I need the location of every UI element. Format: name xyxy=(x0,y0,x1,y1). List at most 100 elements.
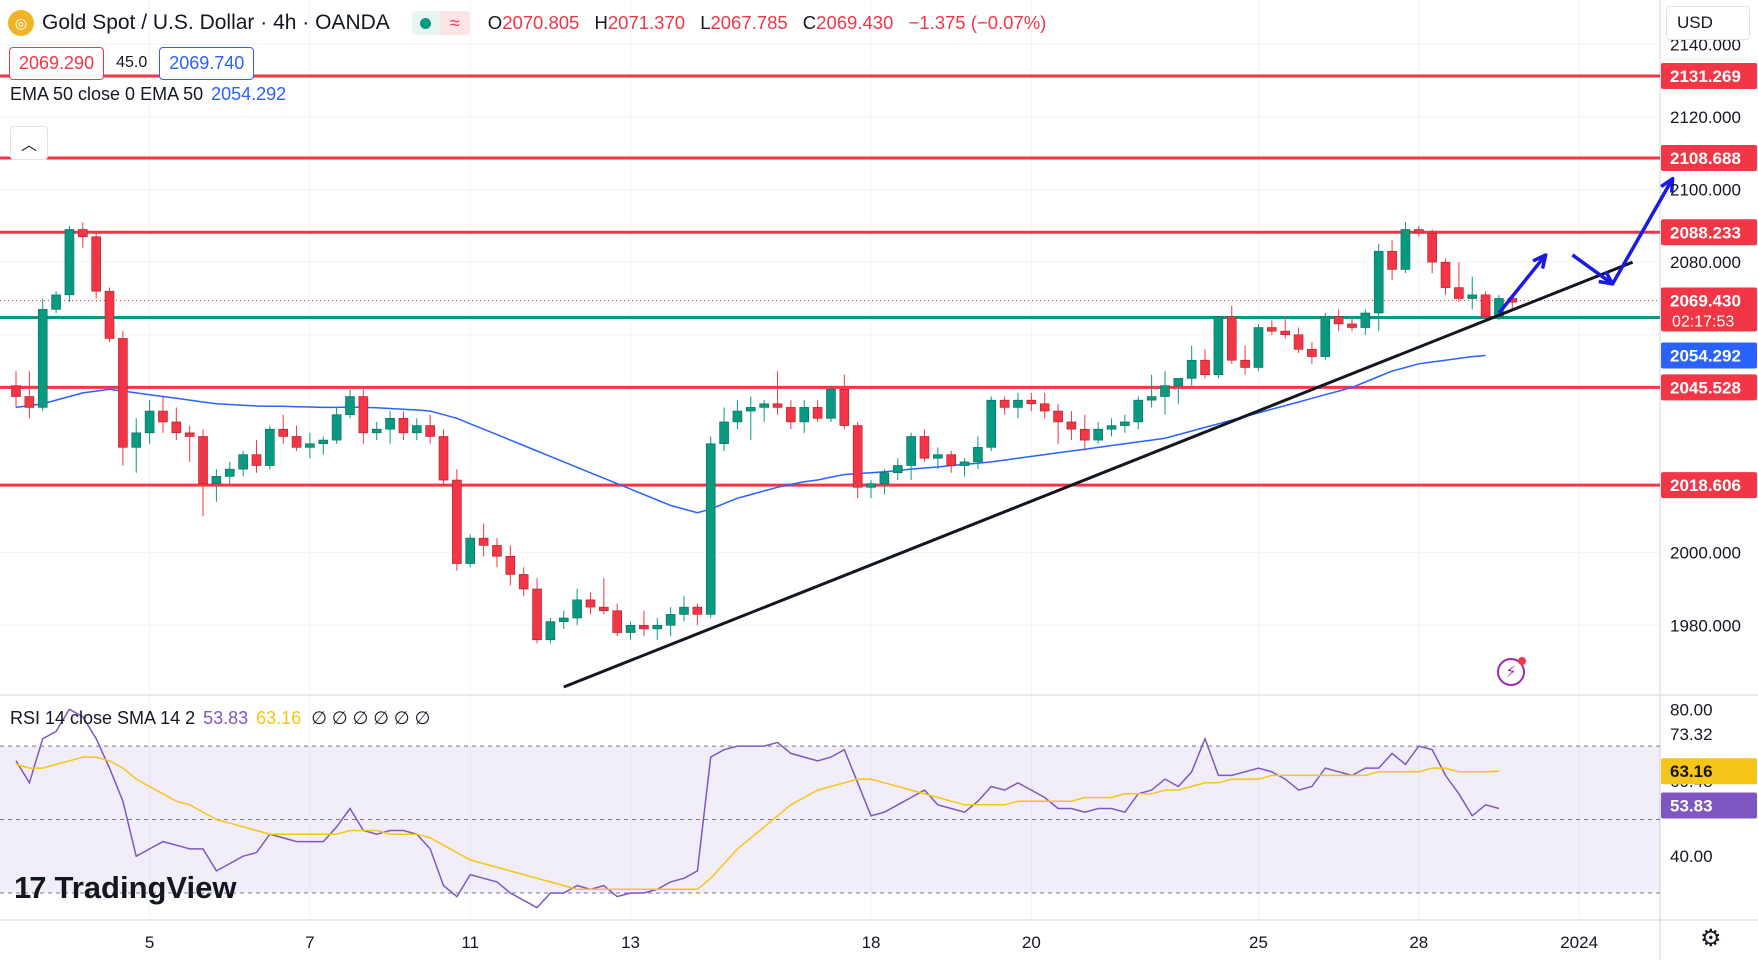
candle-body xyxy=(318,439,329,445)
candle-body xyxy=(385,418,395,430)
close-label: C xyxy=(802,12,817,33)
rsi-line xyxy=(15,708,1500,909)
candle-body xyxy=(371,428,382,434)
time-tick-label[interactable]: 25 xyxy=(1249,933,1268,952)
candle-body xyxy=(1293,334,1304,350)
candle-body xyxy=(171,421,182,434)
candle-body xyxy=(118,338,128,448)
price-tick-label: 2100.000 xyxy=(1670,181,1741,200)
axes[interactable]: 2140.000 2120.000 2100.000 2080.000 2000.000… xyxy=(145,35,1741,952)
tradingview-logo[interactable]: 17 TradingView xyxy=(14,870,237,906)
candle-body xyxy=(639,624,649,630)
projection-arrow[interactable] xyxy=(1571,253,1614,286)
candle-body xyxy=(1267,327,1277,332)
candle-body xyxy=(1440,261,1451,288)
bid-ask-panel: 2069.290 45.0 2069.740 xyxy=(9,46,255,80)
rsi-legend[interactable]: RSI 14 close SMA 14 2 53.83 63.16 ∅ ∅ ∅ ∅ ∅… xyxy=(10,708,430,729)
time-tick-label[interactable]: 18 xyxy=(862,933,881,952)
time-tick-label[interactable]: 11 xyxy=(461,933,479,952)
candle-body xyxy=(558,617,569,622)
currency-selector[interactable]: USD xyxy=(1666,6,1750,40)
candle-body xyxy=(1280,330,1290,336)
projection-arrow[interactable] xyxy=(1611,177,1675,285)
lightning-icon[interactable]: ⚡ xyxy=(1497,657,1526,686)
drawings[interactable] xyxy=(563,176,1675,689)
candle-body xyxy=(78,229,88,238)
time-tick-label[interactable]: 7 xyxy=(305,933,314,952)
open-value: 2070.805 xyxy=(502,12,580,33)
candle-body xyxy=(772,403,783,408)
candle-body xyxy=(1387,250,1397,270)
candle-body xyxy=(732,410,743,423)
candle-body xyxy=(11,385,21,397)
candlestick-series xyxy=(11,222,1518,644)
close-value: 2069.430 xyxy=(816,12,894,33)
candle-body xyxy=(1347,323,1357,328)
price-tick-label: 2000.000 xyxy=(1670,544,1741,563)
time-tick-label[interactable]: 28 xyxy=(1409,933,1428,952)
price-tick-label: 2120.000 xyxy=(1670,108,1741,127)
candle-body xyxy=(1133,399,1144,423)
rsi-legend-label: RSI 14 close SMA 14 2 xyxy=(10,708,196,728)
ema-legend-label: EMA 50 close 0 EMA 50 xyxy=(10,84,204,104)
symbol-title[interactable]: Gold Spot / U.S. Dollar · 4h · OANDA xyxy=(42,11,390,34)
gold-coin-icon[interactable]: ◎ xyxy=(8,10,34,36)
candle-body xyxy=(973,447,983,463)
candle-body xyxy=(452,479,462,564)
candle-body xyxy=(1053,410,1063,423)
chart-header: ◎ Gold Spot / U.S. Dollar · 4h · OANDA ≈… xyxy=(0,0,1056,46)
buy-price-button[interactable]: 2069.740 xyxy=(159,46,255,80)
candle-body xyxy=(198,436,208,484)
sell-price-button[interactable]: 2069.290 xyxy=(9,46,105,80)
candle-body xyxy=(37,309,48,408)
rsi-sma-line xyxy=(15,756,1500,891)
candle-body xyxy=(331,414,342,441)
price-tag-bg xyxy=(1661,342,1757,369)
rsi-tag-label: 53.83 xyxy=(1670,796,1713,815)
time-tick-label[interactable]: 2024 xyxy=(1560,933,1598,952)
horizontal-levels[interactable] xyxy=(0,74,1660,487)
ema-legend[interactable]: EMA 50 close 0 EMA 50 2054.292 xyxy=(10,84,286,105)
candle-body xyxy=(1066,421,1077,430)
candle-body xyxy=(438,436,449,481)
time-tick-label[interactable]: 20 xyxy=(1022,933,1041,952)
price-tick-label: 1980.000 xyxy=(1670,616,1741,635)
candle-body xyxy=(999,399,1010,408)
candle-body xyxy=(131,432,142,448)
rsi-tick-label: 80.00 xyxy=(1670,700,1713,719)
high-label: H xyxy=(594,12,608,33)
price-tags: 2131.269 2108.688 2088.233 2045.528 2018.606… xyxy=(1661,63,1757,819)
candle-body xyxy=(612,610,623,633)
gear-icon[interactable]: ⚙ xyxy=(1700,925,1722,952)
low-value: 2067.785 xyxy=(710,12,788,33)
candle-body xyxy=(224,468,235,477)
candle-body xyxy=(1253,327,1264,368)
level-tag-bg xyxy=(1661,63,1757,90)
collapse-legend-button[interactable]: ︿ xyxy=(10,126,48,160)
candle-body xyxy=(545,621,556,641)
candle-body xyxy=(585,599,596,608)
candle-body xyxy=(1106,425,1117,430)
candle-body xyxy=(1200,359,1210,376)
time-tick-label[interactable]: 5 xyxy=(145,933,154,952)
candle-body xyxy=(532,588,542,641)
candle-body xyxy=(345,396,355,415)
candle-body xyxy=(1240,359,1250,368)
trend-line[interactable] xyxy=(563,260,1634,689)
candle-body xyxy=(1414,229,1424,234)
level-tag-label: 2108.688 xyxy=(1670,149,1741,168)
projection-arrow[interactable] xyxy=(1497,253,1548,315)
candle-body xyxy=(425,425,435,437)
price-tag-label: 2069.430 xyxy=(1670,292,1741,311)
price-tick-label: 2080.000 xyxy=(1670,253,1741,272)
market-status[interactable]: ≈ xyxy=(411,11,470,35)
candle-body xyxy=(24,396,35,408)
level-tag-bg xyxy=(1661,374,1757,401)
candle-body xyxy=(799,407,810,423)
time-tick-label[interactable]: 13 xyxy=(621,933,640,952)
high-value: 2071.370 xyxy=(607,12,686,33)
level-tag-bg xyxy=(1661,219,1757,246)
